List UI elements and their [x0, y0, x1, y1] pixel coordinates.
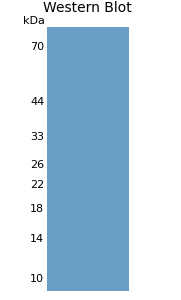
- Text: Western Blot: Western Blot: [43, 1, 132, 15]
- Text: kDa: kDa: [23, 16, 45, 26]
